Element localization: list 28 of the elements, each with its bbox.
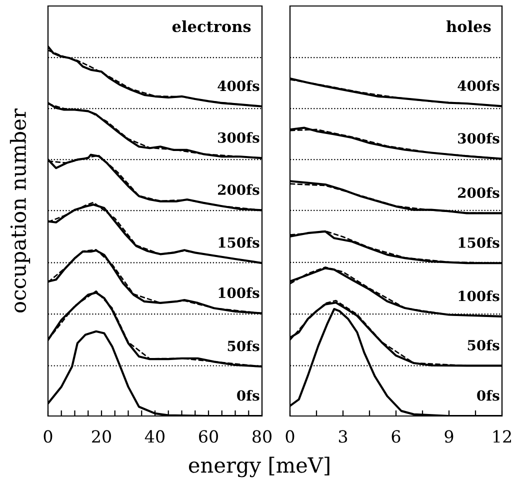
- series-label: 200fs: [458, 187, 500, 198]
- x-tick-label: 3: [338, 430, 348, 443]
- x-tick-label: 40: [144, 430, 164, 443]
- series-label: 100fs: [218, 287, 260, 298]
- series-label: 200fs: [218, 184, 260, 195]
- series-label: 300fs: [218, 132, 260, 143]
- x-tick-label: 60: [199, 430, 218, 443]
- x-axis-title: energy [meV]: [188, 456, 330, 478]
- x-tick-label: 20: [92, 430, 111, 443]
- y-axis-title: occupation number: [10, 108, 30, 312]
- series-label: 150fs: [218, 237, 260, 248]
- chart-title: holes: [446, 20, 491, 32]
- series-label: 100fs: [458, 290, 500, 302]
- x-tick-label: 80: [252, 430, 272, 443]
- x-tick-label: 12: [493, 430, 511, 443]
- series-label: 0fs: [237, 390, 260, 401]
- series-label: 300fs: [458, 132, 500, 144]
- series-label: 50fs: [468, 340, 500, 350]
- x-tick-label: 6: [392, 430, 400, 443]
- series-label: 50fs: [228, 340, 260, 352]
- series-label: 0fs: [477, 390, 500, 401]
- chart-title: electrons: [172, 20, 251, 32]
- series-label: 400fs: [458, 80, 500, 91]
- x-tick-label: 0: [286, 430, 294, 443]
- x-tick-label: 9: [444, 430, 454, 443]
- x-tick-label: 0: [44, 430, 52, 443]
- series-label: 150fs: [458, 237, 500, 248]
- series-label: 400fs: [218, 80, 260, 92]
